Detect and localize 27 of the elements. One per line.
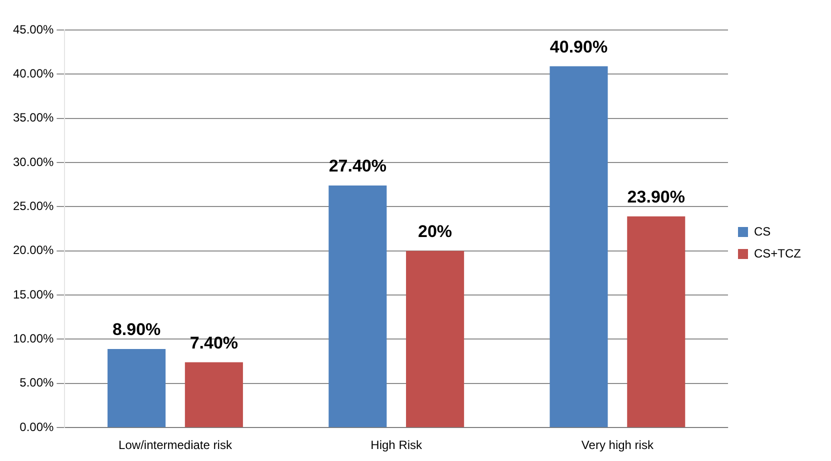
y-tick-label: 25.00% bbox=[12, 199, 54, 214]
y-tick-label: 35.00% bbox=[12, 110, 54, 125]
bar bbox=[184, 362, 243, 428]
bar bbox=[108, 348, 166, 428]
data-label: 20% bbox=[418, 222, 452, 242]
y-tick-label: 0.00% bbox=[20, 420, 54, 434]
bar bbox=[550, 66, 608, 428]
y-tick-label: 30.00% bbox=[12, 154, 54, 169]
y-tick-label: 15.00% bbox=[12, 287, 54, 302]
data-label: 7.40% bbox=[190, 333, 238, 352]
data-label: 23.90% bbox=[627, 188, 685, 207]
legend-label: CS+TCZ bbox=[754, 246, 802, 260]
x-tick-label: Very high risk bbox=[581, 438, 654, 452]
y-tick-label: 10.00% bbox=[12, 332, 54, 346]
x-tick-label: Low/intermediate risk bbox=[118, 438, 233, 452]
y-tick-label: 40.00% bbox=[12, 66, 54, 80]
data-label: 8.90% bbox=[112, 320, 161, 340]
x-tick-label: High Risk bbox=[370, 438, 424, 452]
data-label: 27.40% bbox=[328, 156, 386, 176]
bar bbox=[406, 250, 464, 428]
data-label: 40.90% bbox=[550, 37, 608, 56]
y-tick-label: 5.00% bbox=[20, 376, 54, 390]
y-tick-label: 45.00% bbox=[12, 22, 54, 36]
bar bbox=[627, 216, 686, 428]
legend-label: CS bbox=[754, 224, 771, 238]
bar bbox=[328, 186, 387, 428]
y-tick-label: 20.00% bbox=[12, 243, 54, 258]
